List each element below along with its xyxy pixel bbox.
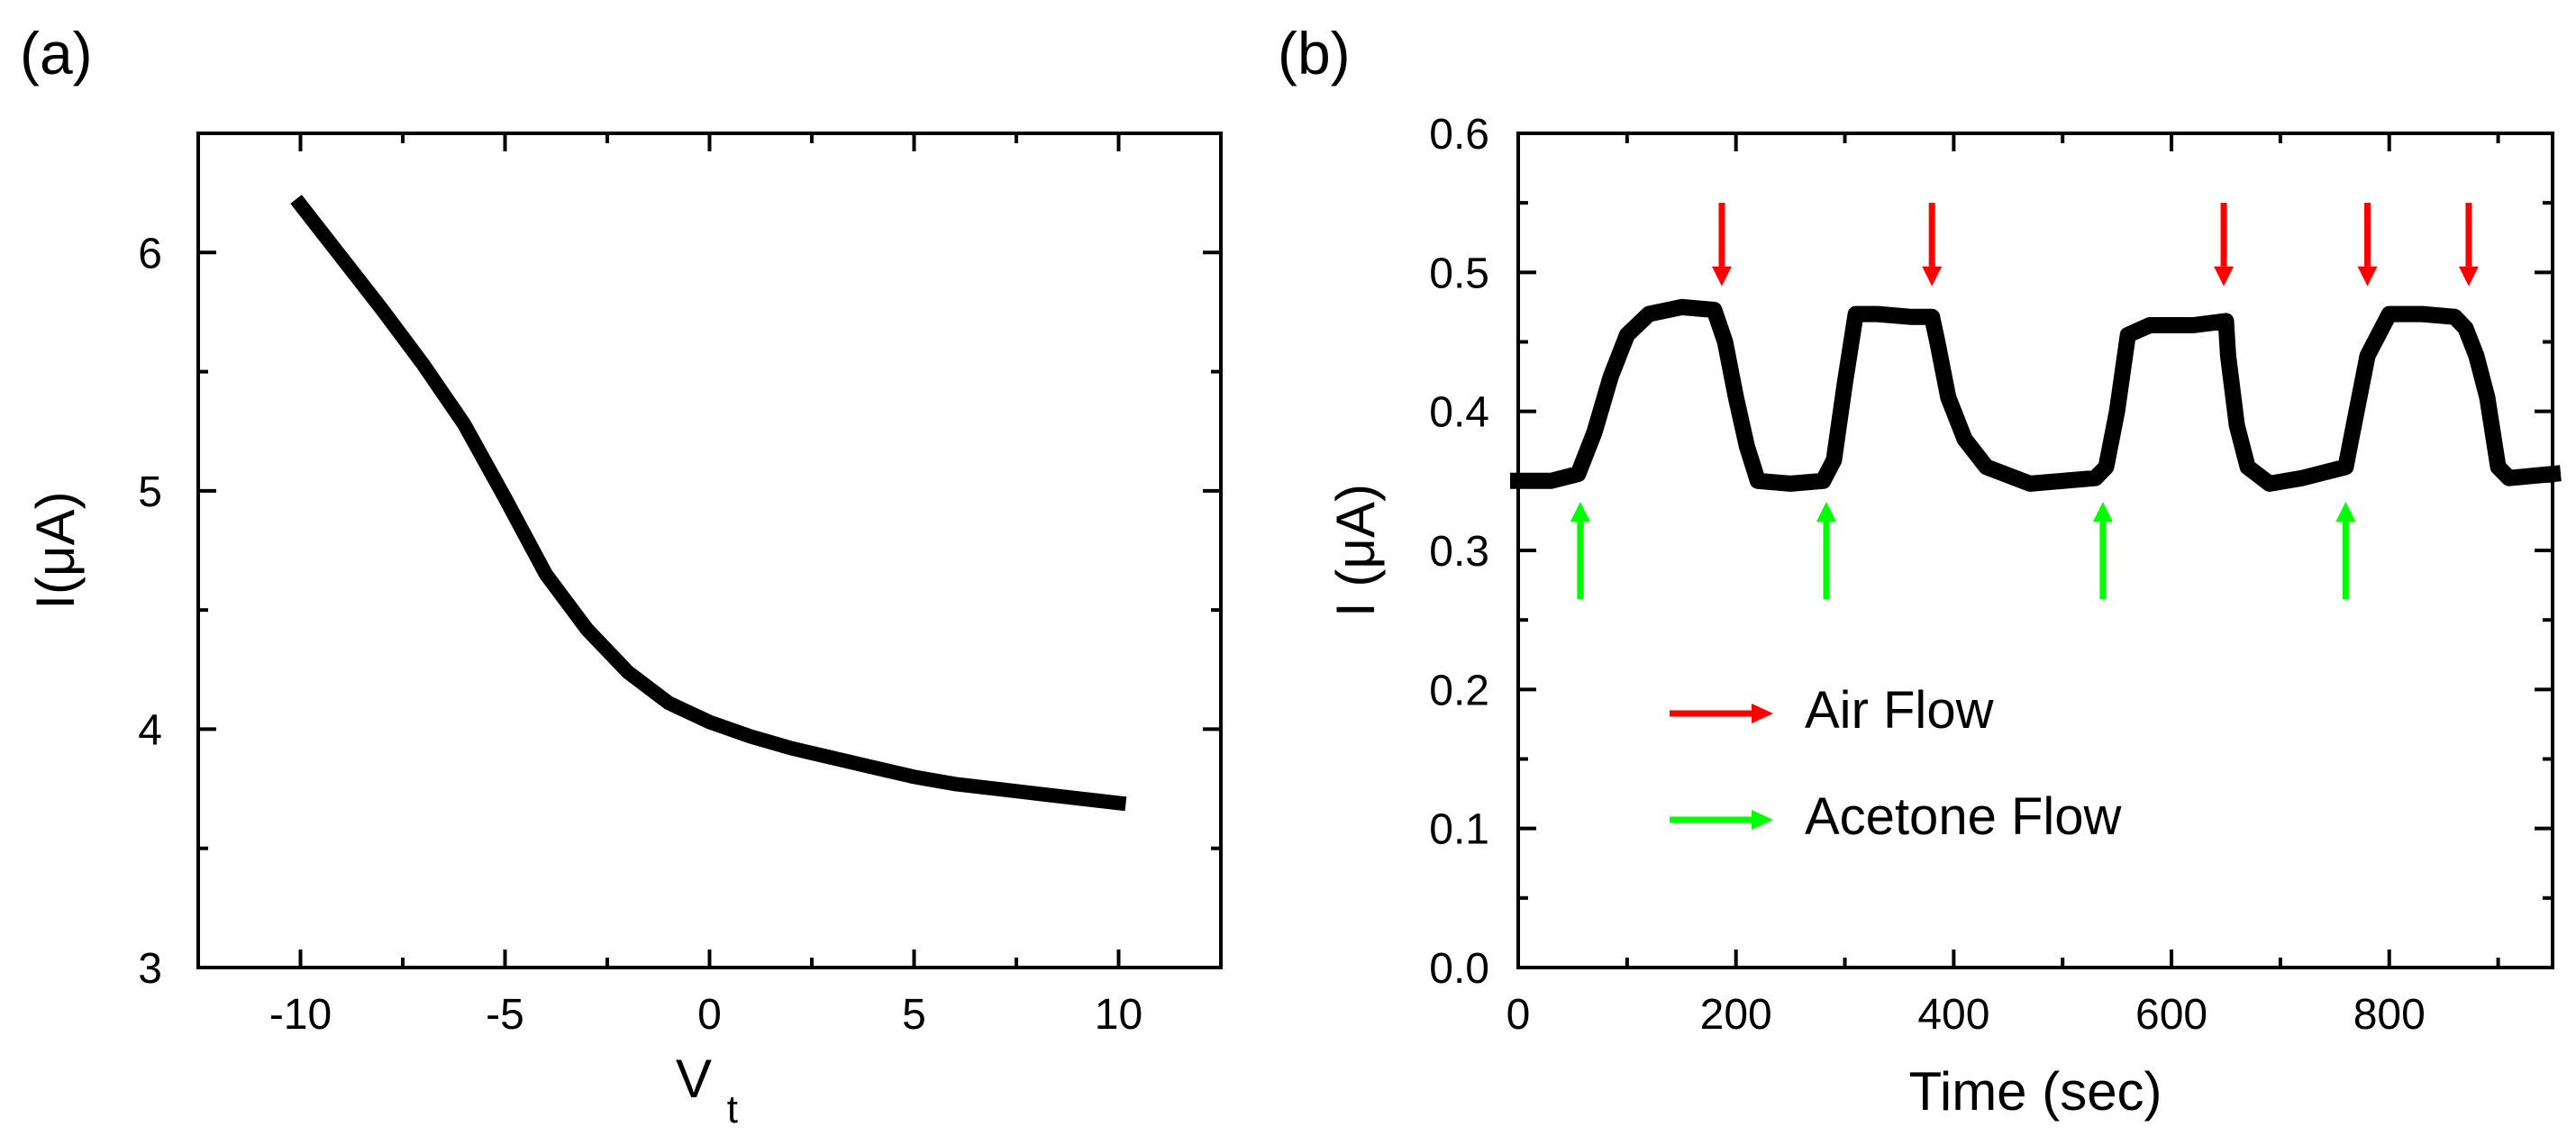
panel-b-y-tick-label: 0.5 — [1429, 250, 1489, 297]
panel-b-x-axis-title: Time (sec) — [1908, 1061, 2162, 1122]
air-flow-arrow — [1922, 203, 1943, 286]
panel-b-x-tick-label: 0 — [1506, 991, 1531, 1039]
panel-b-y-tick-label: 0.0 — [1429, 945, 1489, 993]
panel-a-y-tick-label: 4 — [138, 706, 162, 754]
air-flow-arrow — [2357, 203, 2378, 286]
panel-b-y-tick-label: 0.1 — [1429, 806, 1489, 854]
panel-b-series — [1510, 298, 2562, 492]
chart-panel-b: (b) 0 200 400 600 800 0.0 0.1 0.2 0.3 0.4 0.5 0.6 A… — [1278, 20, 2562, 1122]
panel-a-x-axis-title-subscript: t — [727, 1087, 738, 1131]
panel-b-x-tick-label: 600 — [2135, 991, 2207, 1039]
panel-b-x-tick-label: 800 — [2353, 991, 2426, 1039]
panel-a-plot-frame — [196, 132, 1223, 969]
legend-air-flow-label: Air Flow — [1805, 681, 1995, 740]
acetone-flow-arrow — [1570, 501, 1590, 600]
panel-b-plot-frame — [1516, 132, 2554, 969]
panel-b-y-tick-label: 0.4 — [1429, 389, 1489, 437]
legend-acetone-flow-label: Acetone Flow — [1805, 787, 2123, 846]
panel-a-y-tick-label: 6 — [138, 230, 162, 277]
panel-b-y-tick-label: 0.6 — [1429, 111, 1489, 159]
panel-b-x-tick-label: 200 — [1700, 991, 1772, 1039]
acetone-flow-arrow — [2092, 501, 2113, 600]
panel-a-y-axis-title: I(μA) — [25, 491, 86, 609]
panel-a-x-tick-label: -10 — [269, 991, 332, 1039]
acetone-flow-arrow — [2335, 501, 2356, 600]
legend-acetone-flow-arrow — [1670, 810, 1773, 830]
panel-a-tick-labels: -10 -5 0 5 10 3 4 5 6 — [138, 230, 1142, 1039]
panel-b-flow-arrows — [1570, 203, 2479, 600]
panel-b-tick-labels: 0 200 400 600 800 0.0 0.1 0.2 0.3 0.4 0.5 0.6 — [1429, 111, 2426, 1039]
panel-a-x-axis-title-main: V — [676, 1049, 712, 1109]
panel-a-ticks — [196, 133, 1223, 969]
panel-b-legend: Air Flow Acetone Flow — [1670, 681, 2123, 846]
panel-a-x-tick-label: -5 — [486, 991, 524, 1039]
panel-a-label: (a) — [20, 20, 93, 86]
panel-b-series-line — [1510, 298, 2562, 492]
panel-a-y-tick-label: 5 — [138, 468, 162, 516]
panel-b-label: (b) — [1278, 20, 1351, 86]
panel-a-x-tick-label: 5 — [902, 991, 926, 1039]
acetone-flow-arrow — [1816, 501, 1836, 600]
panel-b-y-tick-label: 0.2 — [1429, 667, 1489, 714]
panel-b-y-tick-label: 0.3 — [1429, 528, 1489, 576]
panel-a-x-axis-title: V t — [676, 1049, 738, 1131]
panel-b-x-tick-label: 400 — [1917, 991, 1989, 1039]
panel-b-y-axis-title: I (μA) — [1325, 484, 1386, 617]
panel-a-y-tick-label: 3 — [138, 945, 162, 993]
panel-a-series — [290, 195, 1127, 812]
air-flow-arrow — [2214, 203, 2235, 286]
chart-panel-a: (a) -10 -5 0 5 10 3 4 5 6 V t I(μA) — [20, 20, 1223, 1131]
air-flow-arrow — [2458, 203, 2479, 286]
panel-a-x-tick-label: 10 — [1095, 991, 1142, 1039]
air-flow-arrow — [1711, 203, 1732, 286]
legend-air-flow-arrow — [1670, 704, 1773, 723]
panel-a-series-line — [290, 195, 1127, 812]
panel-a-x-tick-label: 0 — [697, 991, 722, 1039]
